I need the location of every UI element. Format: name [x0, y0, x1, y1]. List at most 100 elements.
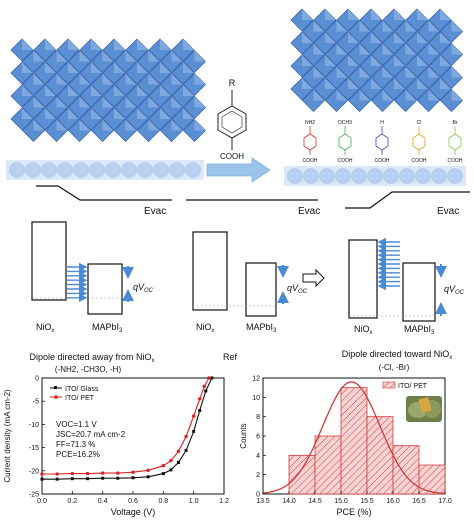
- octahedron-highlight: [56, 73, 68, 85]
- jv-point-glass: [116, 476, 120, 480]
- octahedron-highlight: [417, 9, 428, 20]
- substrate-sphere: [137, 162, 153, 178]
- jv-point-pet: [169, 458, 173, 463]
- jv-point-pet: [116, 471, 120, 475]
- hist-x-axis-label: PCE (%): [336, 507, 371, 517]
- octahedron-highlight: [183, 108, 194, 119]
- octahedron-highlight: [336, 20, 348, 32]
- octahedron-highlight: [194, 96, 206, 108]
- octahedron-highlight: [114, 62, 125, 73]
- octahedron-highlight: [325, 55, 336, 66]
- device-photo: [406, 396, 442, 422]
- hist-x-tick-label: 16.5: [412, 498, 426, 505]
- sam-substituent-label: OCH3: [338, 120, 352, 126]
- octahedron-highlight: [137, 108, 148, 119]
- jv-x-ticks: 0.0 0.2 0.4 0.6 0.8 1.0 1.2: [37, 491, 229, 505]
- substrate-sphere: [287, 168, 303, 184]
- jv-y-axis-label: Current density (mA cm-2): [3, 389, 12, 483]
- sam-molecule: Cl COOH: [412, 120, 427, 164]
- octahedron-highlight: [137, 62, 148, 73]
- octahedron-highlight: [428, 43, 440, 55]
- sam-acid-label: COOH: [375, 158, 390, 164]
- substrate-sphere: [57, 162, 73, 178]
- jv-point-glass: [161, 472, 165, 476]
- caption-dipole-toward: Dipole directed toward NiOx: [342, 349, 453, 361]
- octahedron-highlight: [440, 9, 451, 20]
- octahedron-highlight: [148, 96, 160, 108]
- octahedron-highlight: [405, 20, 417, 32]
- jv-x-tick-label: 0.2: [67, 498, 77, 505]
- jv-chart: 0.0 0.2 0.4 0.6 0.8 1.0 1.2 0 -5 -10 -15 -20 -25 Vo…: [3, 376, 229, 518]
- octahedron-highlight: [114, 85, 125, 96]
- octahedron-highlight: [160, 108, 171, 119]
- octahedron-highlight: [336, 89, 348, 101]
- octahedron-highlight: [451, 43, 463, 55]
- octahedron-highlight: [428, 20, 440, 32]
- sam-acid-label: COOH: [338, 158, 353, 164]
- octahedron-highlight: [45, 62, 56, 73]
- jv-point-glass: [86, 477, 89, 481]
- hist-bar: [366, 416, 394, 495]
- jv-x-tick-label: 0.4: [98, 498, 108, 505]
- sam-molecule: OCH3 COOH: [338, 120, 353, 164]
- octahedron-highlight: [451, 20, 463, 32]
- hist-fit-curve: [262, 381, 446, 495]
- octahedron-highlight: [171, 119, 183, 131]
- sam-acid-label: COOH: [303, 158, 318, 164]
- jv-series-glass-line: [42, 377, 213, 480]
- jv-jsc: JSC=20.7 mA cm-2: [56, 430, 126, 439]
- jv-point-pet: [40, 472, 44, 476]
- octahedron-highlight: [348, 9, 359, 20]
- octahedron-highlight: [125, 50, 137, 62]
- substrate-sphere: [153, 162, 169, 178]
- hist-x-ticks: 13.5 14.0 14.5 15.0 15.5 16.0 16.5 17.0: [256, 491, 452, 505]
- octahedron-highlight: [440, 78, 451, 89]
- substrate-sphere: [415, 168, 431, 184]
- octahedron-highlight: [91, 108, 102, 119]
- sam-ring: [338, 133, 352, 151]
- substrate-sphere: [121, 162, 137, 178]
- jv-x-tick-label: 0.0: [37, 498, 47, 505]
- substrate-sphere: [9, 162, 25, 178]
- octahedron-highlight: [137, 39, 148, 50]
- jv-point-pet: [161, 463, 166, 468]
- jv-x-tick-label: 1.0: [189, 498, 199, 505]
- octahedron-highlight: [137, 85, 148, 96]
- octahedron-highlight: [79, 73, 91, 85]
- dipole-arrows-right: [377, 237, 400, 291]
- octahedron-highlight: [79, 96, 91, 108]
- octahedron-highlight: [451, 89, 463, 101]
- hist-bars: [288, 387, 446, 495]
- hist-x-tick-label: 14.5: [308, 498, 322, 505]
- octahedron-highlight: [171, 50, 183, 62]
- octahedron-highlight: [148, 73, 160, 85]
- octahedron-highlight: [56, 50, 68, 62]
- hist-bar: [314, 435, 342, 495]
- octahedron-highlight: [102, 73, 114, 85]
- octahedron-highlight: [183, 85, 194, 96]
- caption-dipole-away: Dipole directed away from NiOx: [29, 352, 154, 364]
- jv-point-pet: [191, 414, 196, 418]
- octahedron-highlight: [313, 66, 325, 78]
- octahedron-highlight: [33, 73, 45, 85]
- mapbi-label-ref: MAPbI3: [246, 322, 277, 334]
- octahedron-highlight: [428, 89, 440, 101]
- jv-pce: PCE=16.2%: [56, 450, 100, 459]
- jv-point-pet: [184, 434, 188, 439]
- octahedron-highlight: [417, 78, 428, 89]
- caption-dipole-toward-groups: (-Cl, -Br): [379, 363, 410, 372]
- sam-ring: [412, 133, 426, 151]
- octahedron-highlight: [102, 50, 114, 62]
- octahedron-highlight: [148, 119, 160, 131]
- octahedron-highlight: [325, 32, 336, 43]
- jv-metrics: VOC=1.1 V JSC=20.7 mA cm-2 FF=71.3 % PCE…: [56, 420, 126, 459]
- octahedron-highlight: [183, 39, 194, 50]
- octahedron-highlight: [56, 96, 68, 108]
- hist-bar: [392, 445, 420, 495]
- octahedron-highlight: [371, 32, 382, 43]
- jv-point-glass: [55, 477, 59, 481]
- substrate-sphere: [367, 168, 383, 184]
- jv-point-glass: [40, 477, 44, 481]
- hist-legend-label: ITO/ PET: [398, 383, 428, 390]
